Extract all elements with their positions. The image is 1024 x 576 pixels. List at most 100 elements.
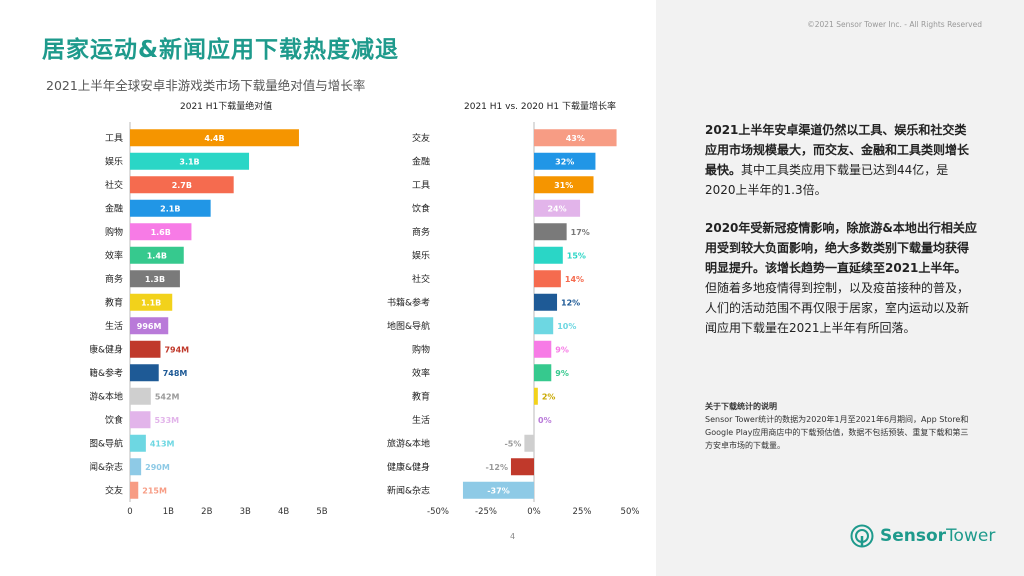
chart1-category-label: 购物 [105, 226, 123, 238]
chart2-value-label: 0% [538, 416, 552, 425]
chart2-value-label: 32% [555, 157, 574, 166]
chart1-bar [130, 270, 180, 288]
chart1-bar [130, 434, 146, 452]
chart1-bar [130, 317, 169, 335]
chart1-value-label: 2.7B [172, 181, 192, 190]
chart1-x-tick-label: 1B [163, 507, 174, 517]
chart1-x-tick-label: 0 [127, 507, 132, 517]
chart2-category-label: 交友 [412, 132, 430, 144]
chart1-category-label: 新闻&杂志 [90, 461, 123, 473]
chart2-category-label: 书籍&参考 [387, 296, 430, 308]
chart1-bar [130, 246, 184, 264]
analysis-paragraph-2: 2020年受新冠疫情影响，除旅游&本地出行相关应用受到较大负面影响，绝大多数类别… [705, 218, 977, 338]
chart2-bar [462, 481, 534, 499]
analysis-paragraph-1-bold: 2021上半年安卓渠道仍然以工具、娱乐和社交类应用市场规模最大，而交友、金融和工… [705, 123, 970, 177]
chart2-value-label: 24% [547, 204, 566, 213]
chart1-category-label: 商务 [105, 273, 123, 285]
chart1-category-label: 生活 [105, 320, 123, 332]
chart2-bar [534, 317, 554, 335]
chart2-category-label: 地图&导航 [387, 320, 430, 332]
sensortower-logo-icon [850, 524, 874, 548]
analysis-paragraph-1: 2021上半年安卓渠道仍然以工具、娱乐和社交类应用市场规模最大，而交友、金融和工… [705, 120, 977, 200]
chart2-value-label: 9% [555, 345, 569, 354]
chart2-value-label: -12% [485, 463, 507, 472]
chart1-bar [130, 364, 159, 382]
chart1-category-label: 饮食 [105, 414, 123, 426]
chart1-category-label: 旅游&本地 [90, 390, 123, 402]
chart1-bar [130, 458, 142, 476]
page-number: 4 [510, 532, 516, 541]
chart2-x-tick-label: 25% [573, 507, 592, 517]
chart1-value-label: 748M [163, 369, 188, 378]
chart1-value-label: 996M [137, 322, 162, 331]
chart1-category-label: 社交 [105, 179, 123, 191]
chart2-bar [510, 458, 534, 476]
chart2-value-label: 31% [554, 181, 573, 190]
chart2-category-label: 旅游&本地 [387, 437, 430, 449]
chart2-value-label: 9% [555, 369, 569, 378]
chart2-value-label: 10% [557, 322, 576, 331]
chart1-category-label: 交友 [105, 484, 123, 496]
chart2-category-label: 娱乐 [412, 249, 430, 261]
chart1-bar [130, 340, 161, 358]
chart1-bar [130, 152, 250, 170]
chart2-bar [534, 223, 567, 241]
chart2-bar [534, 293, 558, 311]
chart2-value-label: 14% [565, 275, 584, 284]
analysis-paragraph-1-rest: 其中工具类应用下载量已达到44亿，是2020上半年的1.3倍。 [705, 163, 949, 197]
chart2-bar [524, 434, 534, 452]
chart2-bar [534, 176, 594, 194]
chart1-value-label: 533M [154, 416, 179, 425]
chart2-bar [534, 270, 561, 288]
chart2-bar [534, 364, 552, 382]
chart2-category-label: 工具 [412, 180, 430, 191]
chart2-bar [534, 129, 617, 147]
chart2-category-label: 效率 [412, 367, 430, 379]
chart1-bar [130, 129, 299, 147]
chart1-category-label: 效率 [105, 249, 123, 261]
chart1-bar [130, 293, 173, 311]
chart1-value-label: 413M [150, 439, 175, 448]
chart1-category-label: 教育 [105, 296, 123, 308]
chart1-bar [130, 199, 211, 217]
chart1-category-label: 金融 [105, 202, 123, 214]
chart2-category-label: 新闻&杂志 [387, 484, 430, 496]
chart1-bar [130, 481, 139, 499]
chart1-value-label: 290M [145, 463, 170, 472]
chart2-value-label: 43% [566, 134, 585, 143]
chart1-category-label: 书籍&参考 [90, 367, 123, 379]
absolute-downloads-chart: 工具 4.4B 娱乐 3.1B 社交 2.7B 金融 2.1B 购物 1.6B 效率 1.4B 商务 1.… [90, 122, 328, 517]
page-subtitle: 2021上半年全球安卓非游戏类市场下载量绝对值与增长率 [46, 78, 366, 93]
notes-body: Sensor Tower统计的数据为2020年1月至2021年6月期间，App … [705, 415, 969, 450]
chart2-category-label: 商务 [412, 226, 430, 238]
chart2-bar [534, 340, 552, 358]
main-panel [0, 0, 656, 576]
chart2-category-label: 金融 [412, 155, 430, 167]
chart1-value-label: 2.1B [160, 204, 180, 213]
chart2-x-tick-label: -25% [475, 507, 497, 517]
copyright-notice: ©2021 Sensor Tower Inc. - All Rights Res… [807, 20, 982, 29]
chart2-x-tick-label: 50% [621, 507, 640, 517]
chart2-value-label: 15% [567, 251, 586, 260]
chart1-value-label: 215M [142, 486, 167, 495]
chart1-bar [130, 223, 192, 241]
logo-text-sensor: Sensor [880, 526, 947, 546]
chart1-value-label: 1.4B [147, 251, 167, 260]
chart1-bar [130, 411, 151, 429]
chart1-value-label: 4.4B [204, 134, 224, 143]
logo-text-tower: Tower [946, 526, 996, 546]
sensortower-logo: Sensor Tower [850, 524, 995, 548]
chart1-value-label: 1.6B [151, 228, 171, 237]
chart1-value-label: 794M [164, 345, 189, 354]
chart1-category-label: 地图&导航 [90, 437, 123, 449]
chart1-value-label: 1.3B [145, 275, 165, 284]
chart1-bar [130, 387, 151, 405]
chart2-value-label: -5% [504, 439, 521, 448]
chart2-bar [534, 387, 538, 405]
chart1-bar [130, 176, 234, 194]
chart2-category-label: 教育 [412, 390, 430, 402]
chart1-category-label: 娱乐 [105, 155, 123, 167]
chart2-value-label: -37% [487, 486, 509, 495]
analysis-paragraph-2-bold: 2020年受新冠疫情影响，除旅游&本地出行相关应用受到较大负面影响，绝大多数类别… [705, 221, 977, 275]
chart2-bar [534, 199, 581, 217]
